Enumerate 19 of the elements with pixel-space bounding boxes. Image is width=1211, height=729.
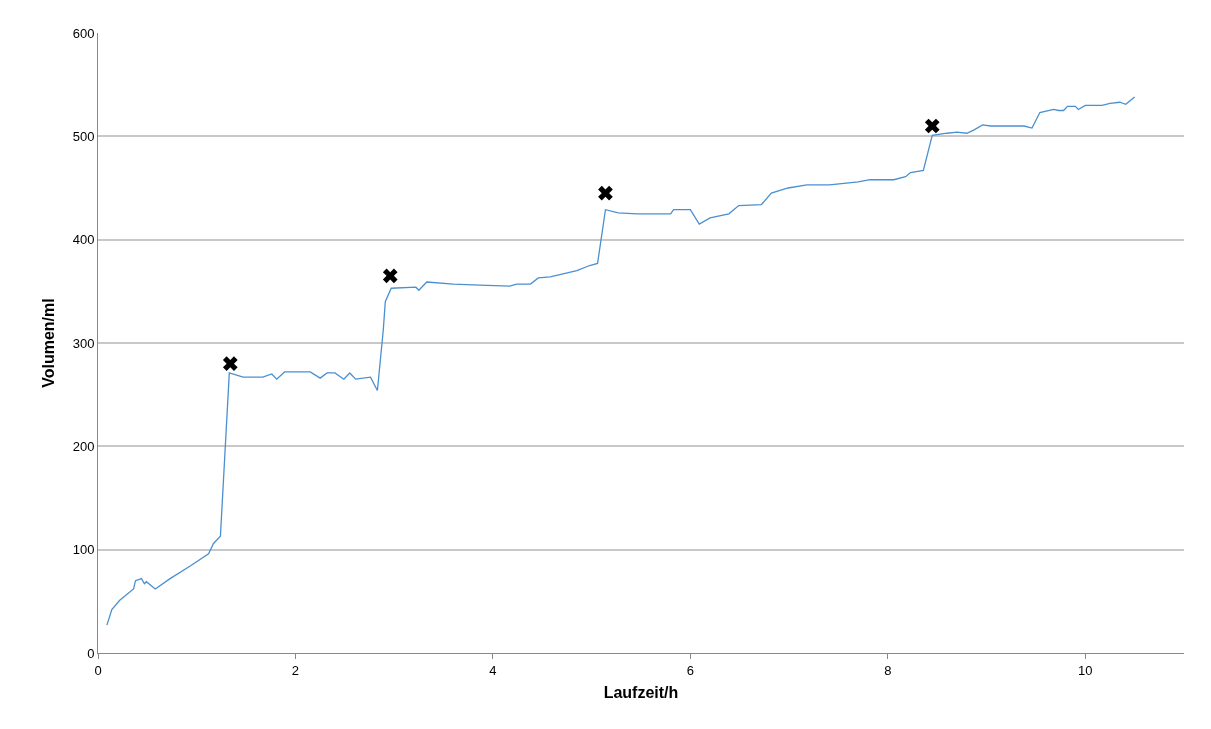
y-axis-title: Volumen/ml xyxy=(39,298,57,388)
x-tick-label: 6 xyxy=(686,662,694,678)
y-tick-label: 200 xyxy=(72,438,95,454)
y-tick-label: 100 xyxy=(72,542,95,558)
y-tick-label: 0 xyxy=(87,645,95,661)
x-tick-label: 2 xyxy=(291,662,300,678)
x-tick-label: 4 xyxy=(489,662,497,678)
y-tick-label: 500 xyxy=(72,128,95,144)
y-tick-label: 300 xyxy=(72,335,95,351)
point xyxy=(382,268,398,284)
line-series xyxy=(106,96,1136,626)
x-tick-label: 8 xyxy=(884,662,892,678)
y-tick-label: 600 xyxy=(72,25,95,41)
x-axis-title: Laufzeit/h xyxy=(603,684,679,702)
point xyxy=(222,356,238,372)
point xyxy=(598,185,613,201)
point xyxy=(924,118,940,134)
x-tick-label: 10 xyxy=(1078,662,1093,678)
y-tick-label: 400 xyxy=(72,232,95,248)
